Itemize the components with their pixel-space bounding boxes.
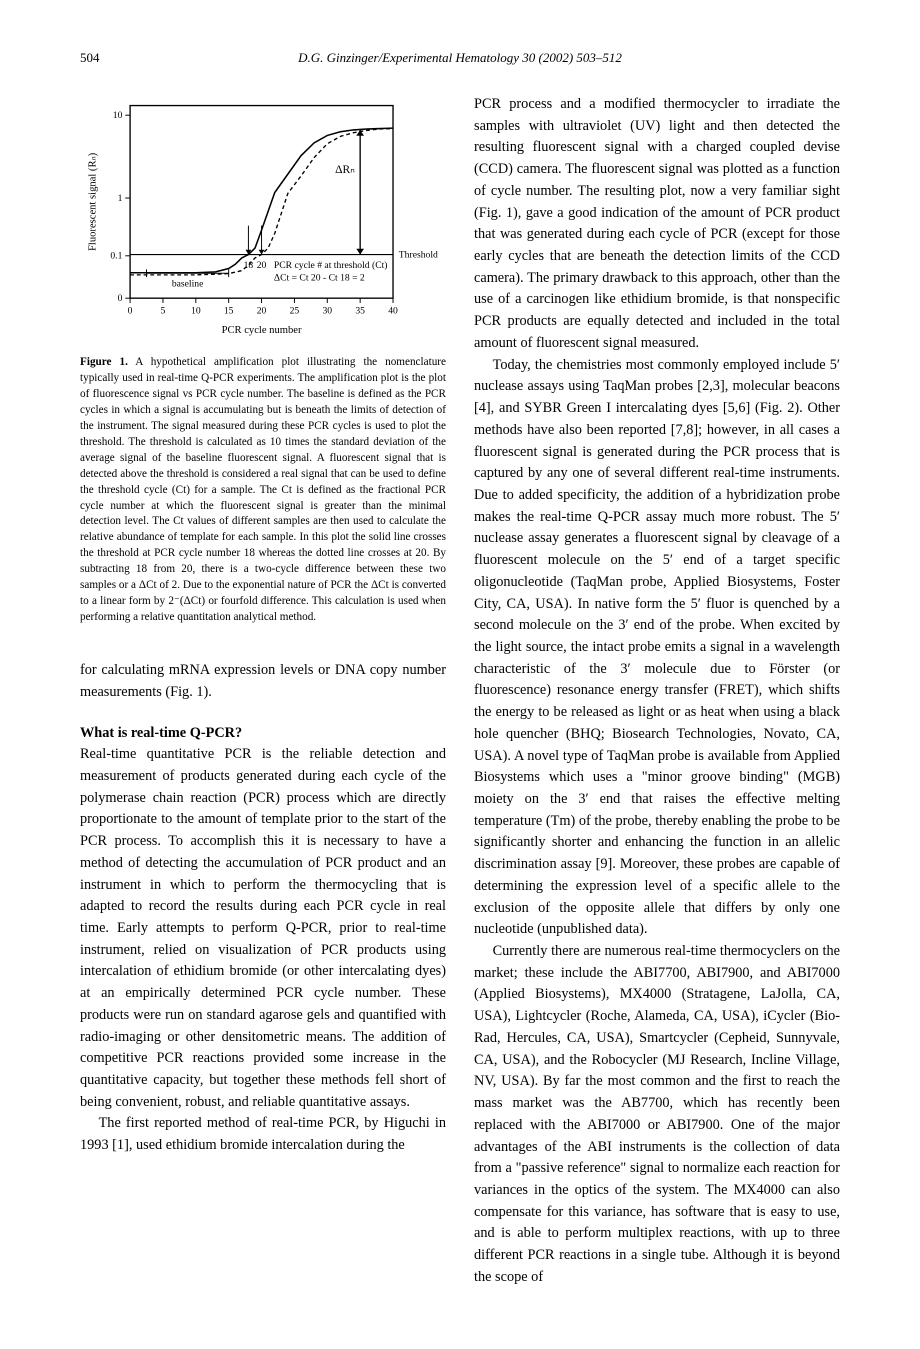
svg-text:5: 5 [161, 306, 166, 317]
svg-text:18: 18 [244, 260, 254, 271]
svg-text:baseline: baseline [172, 279, 204, 290]
svg-text:ΔRₙ: ΔRₙ [335, 164, 355, 176]
running-header: 504 D.G. Ginzinger/Experimental Hematolo… [80, 50, 840, 66]
figure-label: Figure 1. [80, 356, 128, 368]
svg-text:Threshold: Threshold [399, 249, 438, 260]
svg-text:20: 20 [257, 306, 267, 317]
body-paragraph: The first reported method of real-time P… [80, 1113, 446, 1156]
svg-text:Fluorescent signal (Rₙ): Fluorescent signal (Rₙ) [87, 152, 98, 251]
svg-text:0: 0 [118, 293, 123, 304]
svg-text:30: 30 [322, 306, 332, 317]
continuation-paragraph: for calculating mRNA expression levels o… [80, 660, 446, 703]
figure-1: 0 5 10 15 20 25 30 35 40 0 0.1 1 10 PCR cycle number F… [80, 94, 446, 626]
body-paragraph: Today, the chemistries most commonly emp… [474, 355, 840, 941]
section-heading: What is real-time Q-PCR? [80, 725, 446, 742]
body-paragraph: Real-time quantitative PCR is the reliab… [80, 744, 446, 1113]
svg-text:15: 15 [224, 306, 234, 317]
svg-text:0.1: 0.1 [110, 251, 122, 262]
svg-text:1: 1 [118, 193, 123, 204]
svg-text:ΔCt = Ct 20 - Ct 18 = 2: ΔCt = Ct 20 - Ct 18 = 2 [274, 273, 365, 284]
two-column-layout: 0 5 10 15 20 25 30 35 40 0 0.1 1 10 PCR cycle number F… [80, 94, 840, 1289]
svg-text:20: 20 [257, 260, 267, 271]
svg-text:35: 35 [355, 306, 365, 317]
left-column: 0 5 10 15 20 25 30 35 40 0 0.1 1 10 PCR cycle number F… [80, 94, 446, 1289]
running-head-text: D.G. Ginzinger/Experimental Hematology 3… [298, 50, 622, 65]
svg-text:25: 25 [290, 306, 300, 317]
figure-1-caption: Figure 1. A hypothetical amplification p… [80, 355, 446, 625]
right-column: PCR process and a modified thermocycler … [474, 94, 840, 1289]
body-paragraph: Currently there are numerous real-time t… [474, 941, 840, 1289]
figure-1-chart: 0 5 10 15 20 25 30 35 40 0 0.1 1 10 PCR cycle number F… [80, 94, 446, 344]
svg-text:10: 10 [191, 306, 201, 317]
svg-text:40: 40 [388, 306, 398, 317]
page-number: 504 [80, 50, 100, 66]
svg-text:PCR cycle number: PCR cycle number [222, 325, 302, 336]
body-paragraph: PCR process and a modified thermocycler … [474, 94, 840, 355]
figure-caption-text: A hypothetical amplification plot illust… [80, 356, 446, 623]
svg-text:0: 0 [128, 306, 133, 317]
svg-text:PCR cycle # at threshold (Ct): PCR cycle # at threshold (Ct) [274, 260, 388, 271]
svg-text:10: 10 [113, 110, 123, 121]
